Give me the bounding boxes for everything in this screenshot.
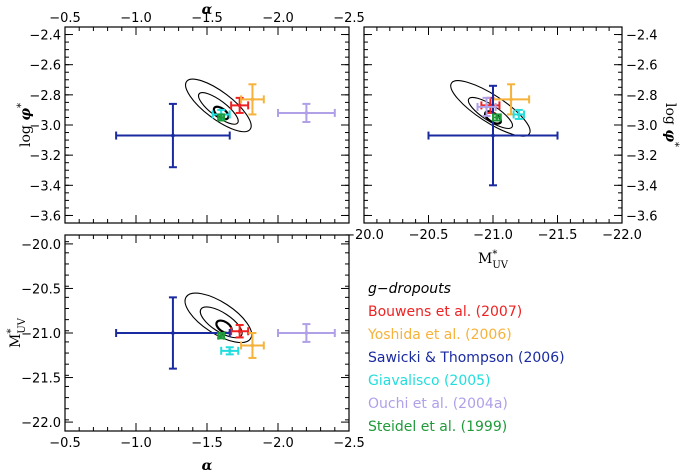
- point-marker: [304, 111, 308, 115]
- point-marker: [485, 105, 489, 109]
- confidence-contour: [199, 306, 243, 339]
- data-point: [277, 323, 336, 343]
- data-point: [115, 296, 231, 370]
- point-marker: [495, 115, 499, 119]
- y-tick-label: −2.6: [626, 59, 658, 74]
- plot-frame: [64, 26, 350, 224]
- y-tick-label: −2.8: [29, 89, 61, 104]
- point-marker: [488, 103, 492, 107]
- y-tick-label: −3.4: [29, 179, 61, 194]
- data-point: [240, 332, 265, 359]
- x-tick-label: −1.5: [191, 11, 223, 26]
- confidence-contour: [185, 78, 252, 133]
- y-tick-label: −3.2: [29, 149, 61, 164]
- data-point: [115, 102, 231, 169]
- y-axis-title: log φ*: [16, 103, 34, 147]
- legend-item: Yoshida et al. (2006): [367, 327, 512, 343]
- legend-title: g−dropouts: [368, 281, 451, 297]
- x-tick-label: −21.5: [538, 228, 578, 243]
- y-axis-title: M*UV: [6, 317, 28, 348]
- point-marker: [219, 334, 223, 338]
- legend-item: Giavalisco (2005): [368, 373, 491, 389]
- panel-2: −20.0 −20.5 −21.0 −21.5 −22.0 −2.4 −2.6 −2.8 −3.…: [344, 26, 680, 271]
- confidence-contour: [450, 80, 531, 137]
- point-marker: [228, 349, 232, 353]
- y-tick-label: −2.8: [626, 89, 658, 104]
- data-point: [240, 83, 265, 116]
- point-marker: [238, 103, 242, 107]
- data-point: [217, 331, 226, 340]
- data-point: [512, 108, 525, 120]
- y-tick-label: −3.2: [626, 149, 658, 164]
- legend-item: Ouchi et al. (2004a): [368, 396, 508, 412]
- panel-3: −0.5 −1.0 −1.5 −2.0 −2.5 −20.0 −20.5 −21.0 −21.5…: [6, 234, 365, 474]
- legend-item: Bouwens et al. (2007): [368, 304, 522, 320]
- x-tick-label: −0.5: [49, 436, 81, 451]
- x-tick-label: −21.0: [473, 228, 513, 243]
- legend-item: Sawicki & Thompson (2006): [368, 350, 565, 366]
- x-tick-label: −2.5: [333, 436, 365, 451]
- point-marker: [517, 112, 521, 116]
- x-axis-title: α: [202, 458, 213, 474]
- x-tick-label: −2.0: [262, 11, 294, 26]
- y-tick-label: −2.4: [626, 29, 658, 44]
- x-tick-label: −2.0: [262, 436, 294, 451]
- y-tick-label: −20.5: [21, 282, 61, 297]
- x-tick-label: −0.5: [49, 11, 81, 26]
- data-point: [277, 102, 336, 123]
- y-tick-label: −2.4: [29, 29, 61, 44]
- data-point: [217, 113, 226, 122]
- data-point: [492, 113, 502, 122]
- x-tick-label: −20.0: [344, 228, 384, 243]
- y-tick-label: −21.5: [21, 372, 61, 387]
- x-tick-label: −1.0: [120, 436, 152, 451]
- data-point: [492, 83, 531, 116]
- data-point: [220, 346, 240, 356]
- x-axis-title: M* UV: [478, 249, 509, 271]
- point-marker: [491, 134, 495, 138]
- x-tick-label: −1.5: [191, 436, 223, 451]
- panel-content: [115, 292, 336, 370]
- panel-content: [115, 78, 336, 169]
- y-axis-title-right: log φ*: [662, 103, 680, 147]
- y-tick-label: −3.6: [626, 209, 658, 224]
- y-tick-label: −22.0: [21, 416, 61, 431]
- data-point: [230, 323, 250, 339]
- y-tick-label: −3.4: [626, 179, 658, 194]
- point-marker: [304, 331, 308, 335]
- data-point: [476, 96, 497, 117]
- data-point: [230, 96, 250, 114]
- point-marker: [171, 331, 175, 335]
- x-tick-label: −22.0: [602, 228, 642, 243]
- x-tick-label: −2.5: [333, 11, 365, 26]
- point-marker: [171, 134, 175, 138]
- point-marker: [238, 329, 242, 333]
- y-tick-label: −3.6: [29, 209, 61, 224]
- data-point: [427, 84, 559, 187]
- panels: −0.5 −1.0 −1.5 −2.0 −2.5 −2.4 −2.6 −2.8 −3.0 −3.2…: [6, 2, 680, 474]
- y-tick-label: −21.0: [21, 327, 61, 342]
- panel-1: −0.5 −1.0 −1.5 −2.0 −2.5 −2.4 −2.6 −2.8 −3.0 −3.2…: [16, 2, 365, 224]
- y-tick-label: −3.0: [626, 119, 658, 134]
- legend: g−dropouts Bouwens et al. (2007) Yoshida e…: [367, 281, 565, 435]
- panel-content: [427, 80, 559, 187]
- x-tick-label: −20.5: [409, 228, 449, 243]
- confidence-contour: [184, 292, 253, 344]
- y-tick-label: −2.6: [29, 59, 61, 74]
- point-marker: [219, 115, 223, 119]
- y-tick-label: −3.0: [29, 119, 61, 134]
- x-axis-title: α: [202, 2, 213, 18]
- point-marker: [250, 97, 254, 101]
- legend-item: Steidel et al. (1999): [368, 419, 507, 435]
- x-tick-label: −1.0: [120, 11, 152, 26]
- point-marker: [509, 97, 513, 101]
- point-marker: [250, 343, 254, 347]
- y-tick-label: −20.0: [21, 238, 61, 253]
